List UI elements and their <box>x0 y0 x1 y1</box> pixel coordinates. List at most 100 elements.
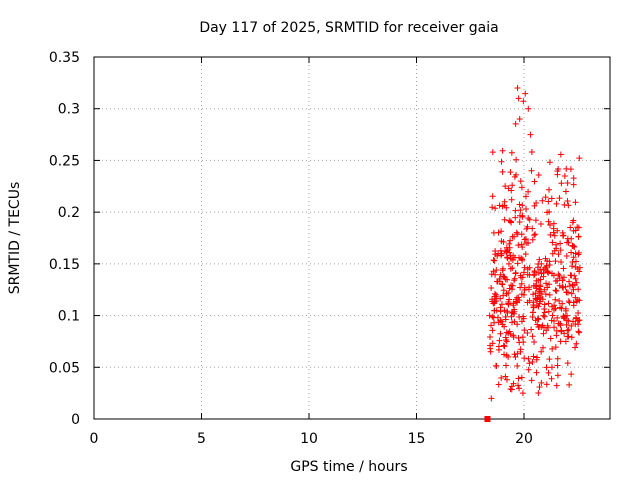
data-point <box>512 120 519 127</box>
data-point <box>532 290 539 297</box>
data-point <box>551 232 558 239</box>
data-point <box>545 369 552 376</box>
data-point <box>501 307 508 314</box>
data-point <box>568 235 575 242</box>
data-point <box>545 218 552 225</box>
data-point <box>541 324 548 331</box>
grid <box>94 57 610 419</box>
data-point <box>570 299 577 306</box>
data-point <box>546 261 553 268</box>
data-point <box>547 222 554 229</box>
data-point <box>572 263 579 270</box>
data-point <box>501 274 508 281</box>
data-point <box>518 374 525 381</box>
data-point <box>519 202 526 209</box>
data-point <box>509 319 516 326</box>
data-point <box>543 364 550 371</box>
data-point <box>556 298 563 305</box>
data-point <box>575 249 582 256</box>
data-point <box>514 350 521 357</box>
data-point <box>509 233 516 240</box>
data-point <box>506 240 513 247</box>
data-point <box>520 98 527 105</box>
data-point <box>516 385 523 392</box>
data-point <box>559 300 566 307</box>
data-point <box>505 185 512 192</box>
data-point <box>553 241 560 248</box>
data-point <box>544 258 551 265</box>
data-point <box>549 345 556 352</box>
data-point <box>491 319 498 326</box>
data-point <box>526 297 533 304</box>
data-point <box>553 287 560 294</box>
data-point <box>502 334 509 341</box>
data-point <box>498 318 505 325</box>
y-tick-label: 0.2 <box>58 205 80 221</box>
data-point <box>563 165 570 172</box>
data-point <box>503 376 510 383</box>
data-point <box>518 255 525 262</box>
data-point <box>572 258 579 265</box>
data-point <box>495 381 502 388</box>
data-point <box>527 131 534 138</box>
data-point <box>558 180 565 187</box>
data-point <box>534 295 541 302</box>
data-point <box>550 306 557 313</box>
data-point <box>514 362 521 369</box>
data-point <box>530 304 537 311</box>
data-point <box>572 321 579 328</box>
data-point <box>524 266 531 273</box>
data-point <box>559 277 566 284</box>
data-point <box>501 343 508 350</box>
data-point <box>504 248 511 255</box>
y-tick-label: 0.35 <box>49 50 80 66</box>
data-point <box>505 260 512 267</box>
data-point <box>518 280 525 287</box>
data-point <box>554 314 561 321</box>
data-point <box>547 231 554 238</box>
data-point <box>487 345 494 352</box>
data-point <box>543 381 550 388</box>
data-point <box>511 306 518 313</box>
data-point <box>564 197 571 204</box>
data-point <box>576 268 583 275</box>
data-point <box>507 331 514 338</box>
data-point <box>552 258 559 265</box>
data-point <box>489 313 496 320</box>
data-point <box>529 314 536 321</box>
data-point <box>522 90 529 97</box>
data-point <box>500 287 507 294</box>
data-point <box>502 373 509 380</box>
data-point <box>511 275 518 282</box>
data-point <box>493 362 500 369</box>
data-point <box>526 360 533 367</box>
data-point <box>490 257 497 264</box>
data-point <box>489 193 496 200</box>
data-point <box>517 178 524 185</box>
data-point <box>532 317 539 324</box>
data-point <box>509 282 516 289</box>
data-point <box>507 252 514 259</box>
x-tick-label: 15 <box>408 431 426 447</box>
data-point <box>572 294 579 301</box>
data-point <box>521 327 528 334</box>
data-point <box>498 158 505 165</box>
data-point <box>513 229 520 236</box>
data-point <box>549 303 556 310</box>
data-point <box>494 314 501 321</box>
data-point <box>545 269 552 276</box>
data-point <box>517 284 524 291</box>
data-point <box>576 329 583 336</box>
data-point <box>573 340 580 347</box>
data-point <box>524 329 531 336</box>
data-point <box>576 264 583 271</box>
data-point <box>506 285 513 292</box>
data-point <box>570 281 577 288</box>
data-point <box>575 309 582 316</box>
data-point <box>510 332 517 339</box>
chart-title: Day 117 of 2025, SRMTID for receiver gai… <box>199 20 498 36</box>
data-point <box>515 95 522 102</box>
data-point <box>565 317 572 324</box>
data-point <box>499 267 506 274</box>
